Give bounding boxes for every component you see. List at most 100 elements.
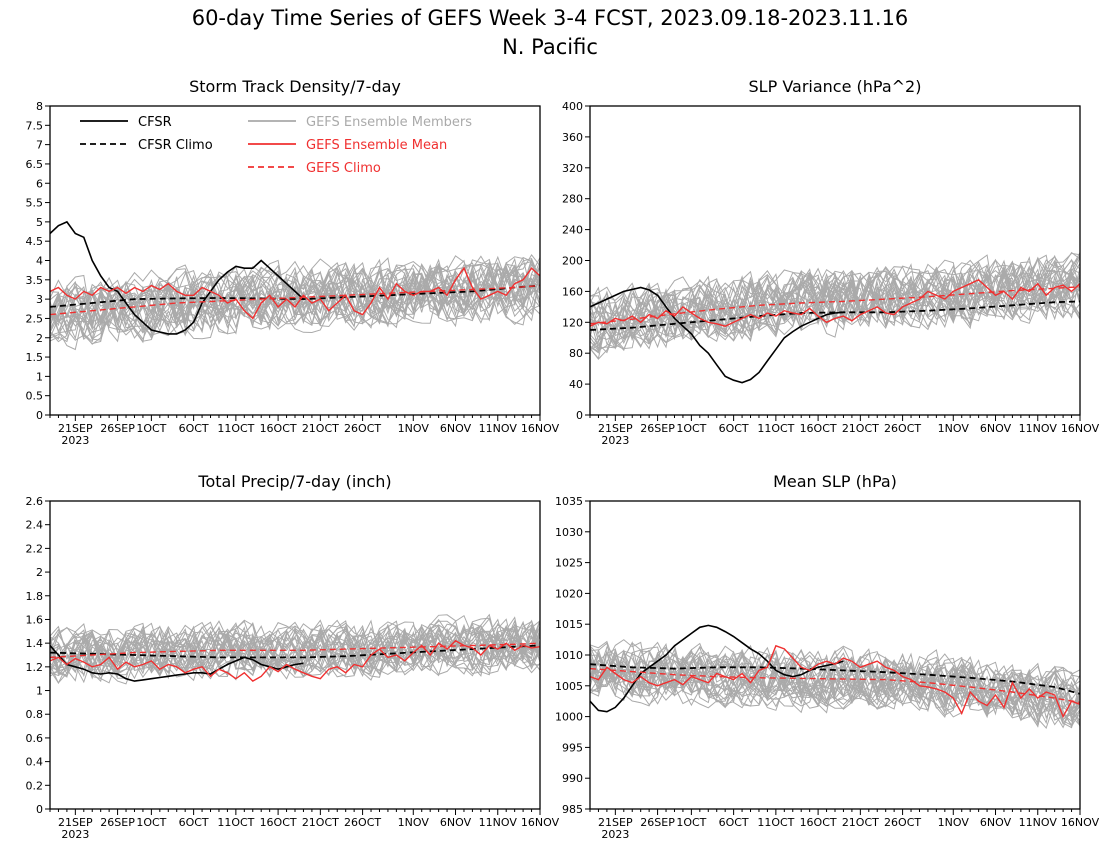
x-tick-label: 16OCT	[260, 816, 297, 829]
y-tick-label: 1.4	[26, 637, 44, 650]
ensemble-member-line	[50, 262, 540, 337]
y-tick-label: 2.2	[26, 542, 44, 555]
y-tick-label: 0	[36, 409, 43, 422]
y-tick-label: 120	[562, 316, 583, 329]
x-tick-label: 6OCT	[179, 422, 209, 435]
slp-variance-plot-frame	[589, 105, 1081, 416]
x-tick-label: 1NOV	[938, 422, 970, 435]
y-tick-label: 280	[562, 193, 583, 206]
slp-variance-gefs-climo-line	[590, 286, 1080, 325]
ensemble-member-line	[50, 268, 540, 345]
ensemble-member-line	[590, 645, 1080, 726]
x-tick-label: 26OCT	[344, 422, 381, 435]
ensemble-member-line	[590, 255, 1080, 343]
y-tick-label: 5	[36, 216, 43, 229]
x-tick-label: 26SEP	[100, 816, 135, 829]
x-tick-label: 6NOV	[440, 816, 472, 829]
y-tick-label: 4.5	[26, 235, 44, 248]
y-tick-label: 995	[562, 741, 583, 754]
legend-cfsr-label: CFSR	[138, 115, 172, 130]
chart-legend: CFSR CFSR Climo GEFS Ensemble Members GEFS …	[80, 115, 472, 176]
y-tick-label: 0.5	[26, 390, 44, 403]
x-tick-label: 11NOV	[1019, 816, 1058, 829]
slp-variance-title: SLP Variance (hPa^2)	[749, 77, 922, 96]
y-tick-label: 160	[562, 285, 583, 298]
slp-variance-panel: SLP Variance (hPa^2) 0 40 80 120 160 200 240 280…	[562, 77, 1100, 447]
figure-subtitle: N. Pacific	[502, 35, 598, 59]
x-tick-label: 11NOV	[1019, 422, 1058, 435]
x-tick-label: 21SEP	[58, 816, 93, 829]
x-tick-label: 11OCT	[217, 816, 254, 829]
mean-slp-cfsr-line	[590, 624, 844, 713]
x-tick-label: 6NOV	[980, 816, 1012, 829]
y-tick-label: 240	[562, 224, 583, 237]
storm-track-cfsr-climo-line	[50, 284, 540, 308]
x-tick-label: 16OCT	[800, 422, 837, 435]
y-tick-label: 1005	[555, 680, 583, 693]
slp-variance-members	[590, 251, 1080, 360]
x-tick-label: 11OCT	[217, 422, 254, 435]
y-tick-label: 1030	[555, 526, 583, 539]
x-year-label: 2023	[61, 434, 89, 447]
total-precip-title: Total Precip/7-day (inch)	[197, 472, 391, 491]
y-tick-label: 0.4	[26, 756, 44, 769]
slp-variance-cfsr-climo-line	[590, 300, 1080, 331]
ensemble-member-line	[50, 258, 540, 339]
x-tick-label: 26OCT	[884, 422, 921, 435]
y-tick-label: 990	[562, 772, 583, 785]
storm-track-cfsr-line	[50, 220, 304, 335]
x-tick-label: 26SEP	[640, 422, 675, 435]
y-tick-label: 1010	[555, 649, 583, 662]
y-tick-label: 1.5	[26, 351, 44, 364]
ensemble-member-line	[50, 263, 540, 335]
x-tick-label: 26OCT	[344, 816, 381, 829]
y-tick-label: 7	[36, 139, 43, 152]
y-tick-label: 2	[36, 332, 43, 345]
x-tick-label: 1NOV	[938, 816, 970, 829]
slp-variance-cfsr-line	[590, 286, 844, 384]
ensemble-member-line	[50, 619, 540, 678]
x-tick-label: 1OCT	[136, 422, 166, 435]
ensemble-member-line	[50, 623, 540, 678]
ensemble-member-line	[50, 257, 540, 344]
storm-track-gefs-climo-line	[50, 284, 540, 316]
x-tick-label: 16NOV	[1061, 816, 1100, 829]
x-tick-label: 11OCT	[757, 816, 794, 829]
y-tick-label: 8	[36, 100, 43, 113]
storm-track-members	[50, 254, 540, 351]
y-tick-label: 7.5	[26, 119, 44, 132]
y-tick-label: 1035	[555, 495, 583, 508]
x-tick-label: 16NOV	[521, 422, 560, 435]
ensemble-member-line	[50, 619, 540, 675]
y-tick-label: 0.2	[26, 779, 44, 792]
y-tick-label: 1	[36, 370, 43, 383]
x-tick-label: 16NOV	[1061, 422, 1100, 435]
x-tick-label: 6NOV	[440, 422, 472, 435]
x-tick-label: 21SEP	[58, 422, 93, 435]
ensemble-member-line	[590, 646, 1080, 719]
ensemble-member-line	[50, 624, 540, 682]
legend-gefs-mean-label: GEFS Ensemble Mean	[306, 138, 447, 153]
x-tick-label: 11NOV	[479, 816, 518, 829]
y-tick-label: 3.5	[26, 274, 44, 287]
x-tick-label: 21SEP	[598, 816, 633, 829]
x-tick-label: 6OCT	[719, 816, 749, 829]
x-tick-label: 6NOV	[980, 422, 1012, 435]
x-tick-label: 21SEP	[598, 422, 633, 435]
y-tick-label: 6.5	[26, 158, 44, 171]
y-tick-label: 1020	[555, 587, 583, 600]
mean-slp-gefs-ensemble-mean-line	[590, 644, 1080, 719]
y-tick-label: 1	[36, 685, 43, 698]
y-tick-label: 80	[569, 347, 583, 360]
figure-title-block: 60-day Time Series of GEFS Week 3-4 FCST…	[0, 4, 1100, 62]
x-year-label: 2023	[61, 828, 89, 841]
total-precip-gefs-ensemble-mean-line	[50, 639, 540, 682]
x-tick-label: 6OCT	[179, 816, 209, 829]
x-tick-label: 11NOV	[479, 422, 518, 435]
x-tick-label: 26OCT	[884, 816, 921, 829]
y-tick-label: 5.5	[26, 197, 44, 210]
total-precip-members	[50, 613, 540, 685]
total-precip-panel: Total Precip/7-day (inch)00.20.40.60.811…	[26, 472, 560, 841]
x-tick-label: 11OCT	[757, 422, 794, 435]
